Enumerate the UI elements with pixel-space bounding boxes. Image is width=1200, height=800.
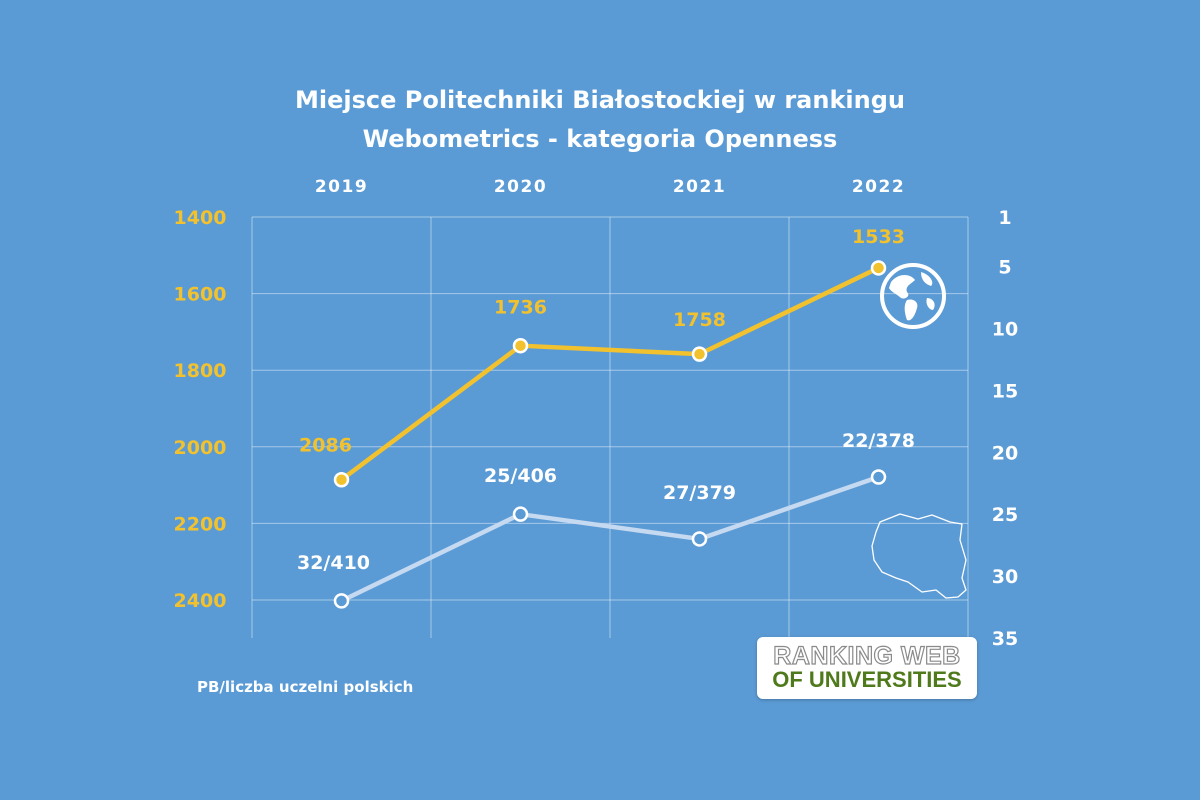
data-point [870, 260, 887, 276]
right-tick-label: 1 [998, 207, 1011, 229]
series-line-1 [340, 265, 880, 482]
left-tick-label: 2000 [174, 437, 227, 459]
data-label: 1758 [673, 309, 726, 331]
data-label: 2086 [299, 435, 352, 457]
category-label: 2020 [494, 177, 547, 197]
data-label: 32/410 [297, 552, 370, 574]
data-point [691, 346, 708, 362]
right-tick-label: 15 [992, 380, 1018, 402]
right-tick-label: 25 [992, 504, 1018, 526]
right-tick-label: 30 [992, 566, 1018, 588]
left-tick-label: 2400 [174, 590, 227, 612]
chart-title: Miejsce Politechniki Białostockiej w ran… [294, 86, 906, 114]
left-tick-label: 1600 [174, 284, 227, 306]
poland-map-icon [871, 513, 967, 599]
data-label: 22/378 [842, 430, 915, 452]
chart-subtitle: Webometrics - kategoria Openness [362, 125, 838, 153]
data-point [512, 337, 529, 354]
category-label: 2021 [673, 177, 726, 197]
data-point [691, 531, 708, 547]
series-line-2 [340, 474, 880, 603]
left-tick-label: 2200 [174, 513, 227, 535]
right-tick-label: 35 [992, 628, 1018, 650]
data-point [333, 471, 350, 488]
data-label: 25/406 [484, 465, 557, 487]
data-point [333, 593, 350, 609]
logo-text-line1: RANKING WEB [773, 642, 961, 670]
grid [251, 216, 969, 638]
left-axis: 1400 1600 1800 2000 2200 2400 [174, 207, 227, 612]
ranking-web-logo: RANKING WEB OF UNIVERSITIES [757, 637, 977, 699]
category-axis: 2019 2020 2021 2022 [315, 177, 905, 197]
data-label: 27/379 [663, 482, 736, 504]
category-label: 2022 [852, 177, 905, 197]
data-point [870, 469, 887, 485]
right-tick-label: 10 [992, 318, 1018, 340]
right-tick-label: 20 [992, 442, 1018, 464]
data-label: 1533 [852, 226, 905, 248]
left-tick-label: 1800 [174, 360, 227, 382]
logo-text-line2: OF UNIVERSITIES [772, 667, 962, 692]
left-tick-label: 1400 [174, 207, 227, 229]
category-label: 2019 [315, 177, 368, 197]
data-point [512, 506, 529, 522]
right-tick-label: 5 [998, 257, 1011, 279]
data-label: 1736 [494, 297, 547, 319]
series-note: PB/liczba uczelni polskich [197, 678, 414, 696]
series-group: 2086 1736 1758 1533 32/410 25/406 27/379 22/378 [297, 226, 915, 609]
globe-icon [880, 263, 946, 329]
